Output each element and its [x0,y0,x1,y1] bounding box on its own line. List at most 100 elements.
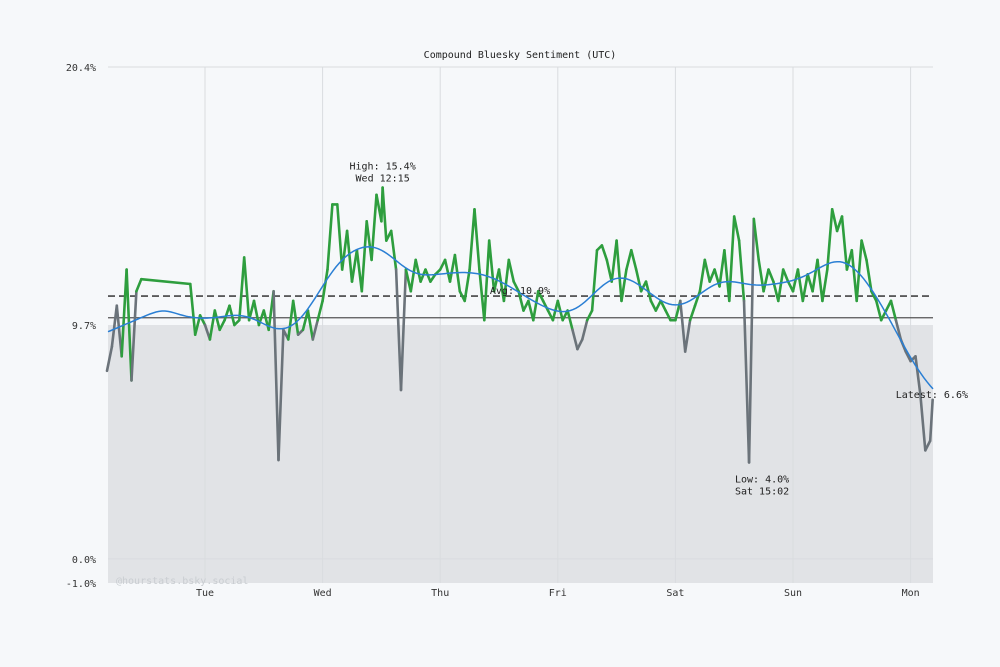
series-segment [747,217,756,464]
below-threshold-shade [108,325,933,583]
series-segment [507,258,516,283]
series-segment [590,248,599,312]
series-segment [316,299,324,322]
series-segment [928,398,934,443]
low-annotation-time: Sat 15:02 [735,486,789,497]
series-segment [468,207,476,271]
series-segment [762,268,770,293]
series-segment [874,299,883,322]
x-tick-wed: Wed [314,588,332,599]
x-tick-mon: Mon [902,588,920,599]
series-segment [463,268,471,303]
series-segment [625,248,633,271]
series-segment [904,350,912,363]
series-segment [223,304,231,322]
series-segment [512,280,520,293]
x-tick-tue: Tue [196,588,214,599]
series-segment [125,268,133,382]
series-segment [478,268,486,322]
series-segment [517,289,525,312]
series-segment [429,273,437,283]
series-segment [757,258,765,293]
series-segment [693,289,702,308]
series-segment [497,268,506,303]
series-segment [923,439,932,452]
series-segment [752,217,761,262]
x-tick-thu: Thu [431,588,449,599]
series-segment [708,268,716,283]
series-segment [649,299,658,312]
series-segment [198,314,207,327]
series-segment [698,258,707,293]
series-segment [286,299,295,341]
series-segment [610,239,618,283]
series-segment [272,289,280,462]
series-segment [110,304,119,349]
series-segment [389,229,398,271]
series-segment [620,268,628,303]
series-segment [306,309,315,341]
series-segment [409,258,418,293]
series-segment [791,268,800,293]
series-segment [399,268,408,392]
series-segment [830,207,839,233]
series-segment [767,268,775,283]
series-segment [659,299,667,312]
series-segment [615,239,623,303]
series-segment [218,318,226,332]
series-segment [629,248,638,271]
series-segment [742,299,751,464]
series-segment [360,220,369,293]
series-segment [914,355,922,397]
series-segment [865,258,873,293]
series-segment [634,268,643,293]
series-segment [732,215,741,242]
series-segment [772,280,780,303]
series-segment [816,258,824,303]
series-segment [688,304,697,322]
series-segment [840,215,849,271]
series-segment [381,186,388,242]
series-segment [541,299,550,312]
series-segment [502,258,511,303]
x-tick-fri: Fri [549,588,567,599]
series-segment [801,273,810,303]
series-segment [443,258,452,283]
series-segment [345,229,354,283]
series-segment [664,309,672,322]
series-segment [487,239,496,293]
high-annotation-time: Wed 12:15 [356,174,410,185]
series-segment [718,248,726,288]
series-segment [208,309,217,341]
series-segment [414,258,422,283]
y-tick: 9.7% [72,321,96,332]
average-annotation: Avg: 10.9% [490,286,550,297]
series-segment [238,256,246,322]
high-annotation-value: High: 15.4% [350,162,416,173]
series-segment [242,256,251,322]
series-segment [566,309,574,332]
series-segment [135,277,143,293]
series-segment [473,207,481,271]
series-segment [531,289,540,322]
series-segment [482,239,491,322]
series-segment [130,289,138,382]
series-segment [860,239,868,262]
series-segment [120,268,128,358]
series-segment [301,309,310,332]
chart-title: Compound Bluesky Sentiment (UTC) [424,50,617,61]
series-segment [213,309,221,332]
series-segment [821,268,829,303]
series-segment [448,253,457,283]
watermark: @hourstats.bsky.social [116,576,248,587]
series-segment [781,268,790,283]
series-segment [571,328,579,351]
series-segment [340,229,349,271]
series-segment [527,299,535,322]
series-segment [311,318,320,341]
grid-lines [108,66,933,583]
series-segment [796,268,805,303]
y-tick: 20.4% [66,63,96,74]
x-tick-sun: Sun [784,588,802,599]
